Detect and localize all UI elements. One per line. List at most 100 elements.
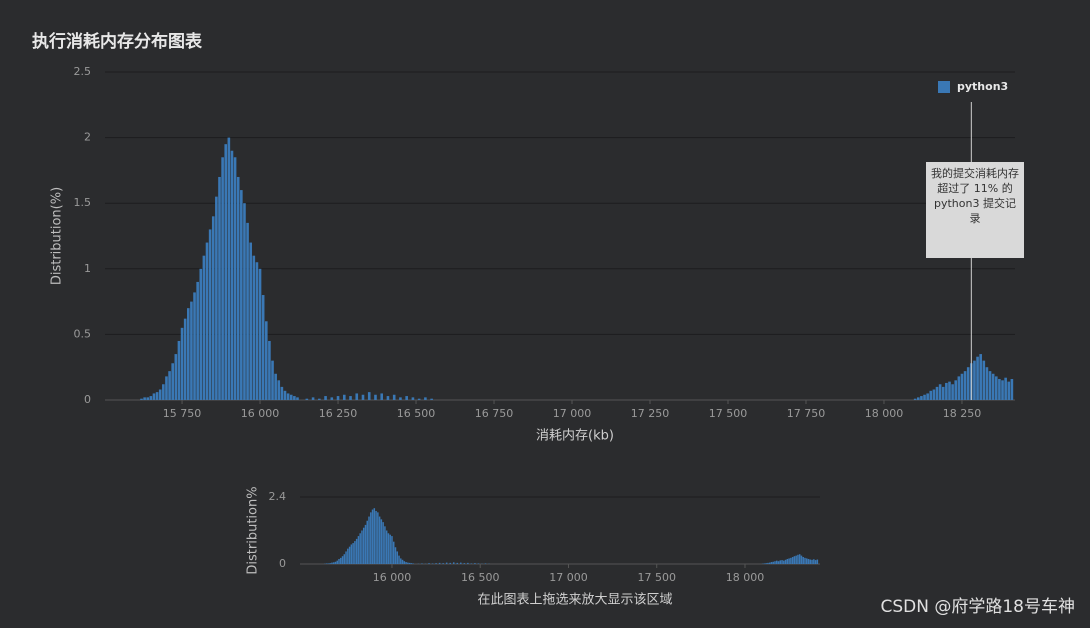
bar	[926, 393, 929, 400]
bar	[790, 557, 792, 564]
bar	[377, 512, 379, 564]
x-tick-label: 17 250	[631, 407, 670, 420]
bar	[795, 555, 797, 564]
x-axis-title: 消耗内存(kb)	[536, 428, 614, 444]
bar	[401, 559, 404, 564]
bar	[788, 558, 790, 564]
bar	[330, 397, 334, 400]
bar	[408, 562, 411, 564]
bar	[430, 398, 433, 400]
bar	[380, 393, 384, 400]
bar	[354, 541, 356, 564]
bar	[776, 560, 778, 564]
bar	[938, 384, 942, 400]
bar	[407, 562, 409, 564]
bar	[802, 557, 804, 564]
bar	[347, 548, 349, 564]
bar	[367, 392, 371, 400]
bar	[960, 373, 964, 400]
bar	[923, 394, 926, 400]
bar	[162, 384, 165, 400]
x-tick-label: 16 500	[461, 571, 500, 584]
y-tick-label: 2.4	[269, 490, 287, 503]
bar	[359, 533, 361, 564]
bar	[208, 229, 212, 400]
bar	[186, 308, 190, 400]
y-axis-title: Distribution(%)	[50, 187, 65, 285]
x-tick-label: 15 750	[163, 407, 202, 420]
y-tick-label: 2.5	[74, 65, 92, 78]
bar	[417, 398, 421, 400]
bar	[374, 394, 377, 400]
x-tick-label: 18 000	[865, 407, 904, 420]
x-tick-label: 17 000	[553, 407, 592, 420]
bar	[994, 376, 998, 400]
bar	[460, 562, 462, 564]
bar	[366, 520, 369, 564]
bar	[391, 536, 393, 564]
bar	[378, 516, 381, 564]
bar	[362, 527, 365, 564]
bar	[249, 242, 252, 400]
bar	[368, 516, 370, 564]
tooltip-line: 超过了 11% 的 python3 提交记录	[934, 182, 1016, 225]
bar	[348, 546, 351, 564]
bar	[331, 562, 333, 564]
bar	[370, 512, 372, 564]
bar	[336, 396, 340, 400]
bar	[350, 544, 353, 564]
bar	[767, 562, 769, 564]
bar	[258, 268, 262, 400]
bar	[389, 534, 391, 564]
bar	[202, 255, 206, 400]
watermark: CSDN @府学路18号车神	[880, 597, 1075, 617]
bar	[277, 380, 281, 400]
bar	[400, 558, 402, 564]
bar	[311, 397, 315, 400]
bar	[293, 396, 296, 400]
x-tick-label: 17 000	[549, 571, 588, 584]
bar	[1010, 379, 1014, 400]
bar	[793, 556, 796, 564]
bar	[463, 563, 466, 564]
bar	[305, 398, 309, 400]
x-tick-label: 16 750	[475, 407, 514, 420]
bar	[435, 563, 437, 564]
bar	[230, 150, 234, 400]
bar	[352, 543, 354, 564]
bar	[336, 560, 338, 564]
bar	[264, 321, 268, 400]
x-tick-label: 18 000	[726, 571, 765, 584]
bar	[180, 327, 184, 400]
bar	[385, 530, 388, 564]
bar	[380, 519, 383, 564]
bar	[236, 176, 240, 400]
bar	[165, 376, 168, 400]
bar	[1007, 381, 1011, 400]
bar	[421, 563, 423, 564]
bar	[252, 255, 256, 400]
bar	[168, 371, 171, 400]
x-tick-label: 17 500	[637, 571, 676, 584]
bar	[196, 281, 199, 400]
bar	[982, 360, 986, 400]
bar	[809, 559, 812, 564]
chart-title: 执行消耗内存分布图表	[32, 31, 203, 52]
bar	[913, 398, 917, 400]
bar	[474, 563, 476, 564]
bar	[966, 367, 970, 400]
bar	[948, 381, 951, 400]
bar	[271, 360, 274, 400]
bar	[318, 398, 321, 400]
bar	[411, 397, 415, 400]
bar	[957, 376, 961, 400]
bar	[355, 393, 359, 400]
bar	[158, 389, 162, 400]
bar	[398, 555, 400, 564]
y-tick-label: 1.5	[74, 196, 92, 209]
bar	[985, 367, 989, 400]
bar	[467, 562, 469, 564]
bar	[386, 396, 390, 400]
bar	[143, 397, 146, 400]
